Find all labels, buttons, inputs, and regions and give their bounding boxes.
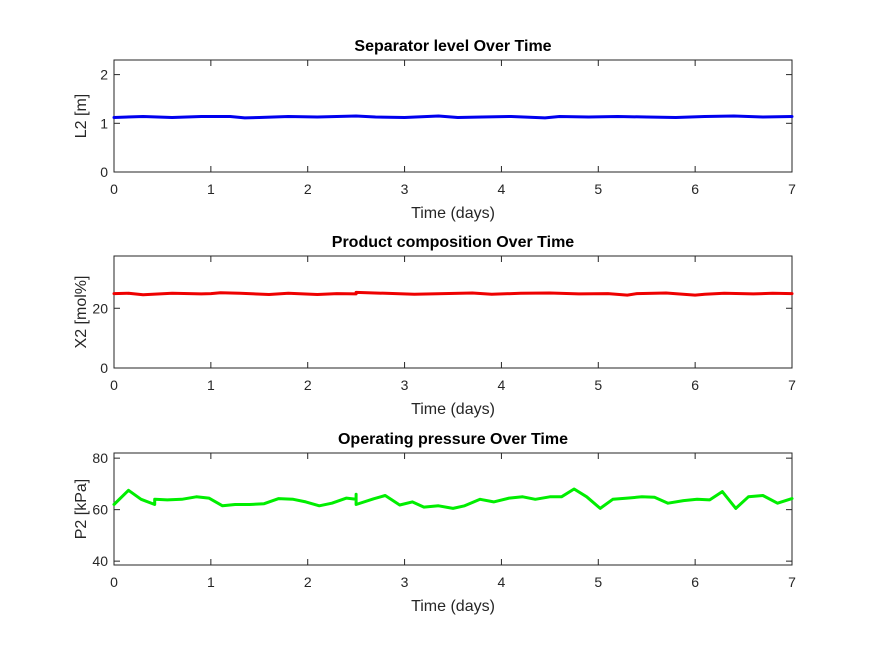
x-axis-label: Time (days) [411,598,495,615]
x-tick-label: 3 [401,181,409,197]
x-tick-label: 4 [498,181,506,197]
x-tick-label: 6 [691,574,699,590]
x-tick-label: 2 [304,377,312,393]
y-tick-label: 1 [100,115,108,131]
plot-area [113,255,793,369]
y-tick-label: 80 [92,450,108,466]
chart-title: Product composition Over Time [332,234,575,251]
chart-title: Separator level Over Time [354,38,551,55]
chart-title: Operating pressure Over Time [338,431,568,448]
x-tick-label: 2 [304,574,312,590]
y-axis-label: L2 [m] [73,94,90,138]
x-tick-label: 4 [498,574,506,590]
x-tick-label: 1 [207,574,215,590]
y-axis-label: P2 [kPa] [73,479,90,539]
x-tick-label: 5 [594,377,602,393]
x-tick-label: 5 [594,574,602,590]
chart-2: Product composition Over Time 0 1 2 3 4 5 6 7 0 20… [73,234,796,418]
x-tick-label: 7 [788,181,796,197]
y-tick-label: 40 [92,553,108,569]
x-tick-label: 1 [207,181,215,197]
series-line-p2 [112,487,794,510]
x-tick-label: 3 [401,574,409,590]
x-tick-label: 6 [691,377,699,393]
x-tick-label: 1 [207,377,215,393]
series-line-x2 [112,290,794,297]
x-tick-label: 5 [594,181,602,197]
chart-1: Separator level Over Time 0 1 2 3 4 5 6 7 0 1 2 Time… [73,38,796,222]
x-tick-label: 0 [110,574,118,590]
x-tick-label: 7 [788,574,796,590]
y-tick-label: 0 [100,360,108,376]
x-tick-label: 0 [110,377,118,393]
y-axis-label: X2 [mol%] [73,276,90,349]
x-tick-label: 0 [110,181,118,197]
y-tick-label: 20 [92,300,108,316]
x-tick-label: 4 [498,377,506,393]
x-tick-label: 3 [401,377,409,393]
y-tick-label: 0 [100,164,108,180]
y-tick-label: 2 [100,67,108,83]
plot-area [113,452,793,566]
series-line-l2 [112,114,794,120]
x-tick-label: 6 [691,181,699,197]
chart-3: Operating pressure Over Time 0 1 2 3 4 5 6 7 40 60… [73,431,796,615]
x-tick-label: 2 [304,181,312,197]
x-tick-label: 7 [788,377,796,393]
y-tick-label: 60 [92,502,108,518]
x-axis-label: Time (days) [411,205,495,222]
x-axis-label: Time (days) [411,401,495,418]
